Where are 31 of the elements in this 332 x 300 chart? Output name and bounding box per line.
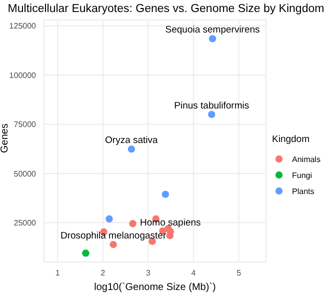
legend-title: Kingdom	[272, 134, 310, 145]
x-tick-label: 3	[146, 268, 151, 278]
annotation: Drosophila melanogaster	[60, 230, 166, 242]
legend-label: Fungi	[292, 170, 312, 180]
legend-label: Animals	[292, 154, 320, 164]
y-axis-title: Genes	[0, 124, 11, 153]
y-tick-label: 75000	[14, 120, 37, 130]
y-tick-label: 25000	[14, 218, 37, 228]
x-tick-label: 4	[191, 268, 196, 278]
x-axis-title: log10(`Genome Size (Mb)`)	[94, 282, 216, 293]
point	[129, 220, 136, 228]
annotation: Pinus tabuliformis	[174, 100, 250, 112]
x-tick-label: 2	[100, 268, 106, 278]
annotation: Oryza sativa	[105, 135, 159, 146]
legend-label: Plants	[292, 186, 314, 196]
point	[208, 35, 216, 42]
point	[82, 250, 90, 257]
point	[106, 215, 113, 223]
point	[128, 145, 136, 153]
chart-title: Multicellular Eukaryotes: Genes vs. Genome Size by Kingdom	[6, 3, 326, 15]
x-tick-label: 5	[236, 268, 242, 278]
point	[208, 110, 216, 118]
y-tick-label: 50000	[14, 169, 37, 178]
point	[110, 240, 117, 248]
y-tick-label: 125000	[9, 22, 37, 31]
annotation: Homo sapiens	[140, 218, 202, 229]
point	[166, 232, 174, 240]
annotation: Sequoia sempervirens	[165, 24, 260, 36]
point	[162, 190, 170, 198]
y-tick-label: 100000	[9, 70, 37, 80]
x-tick-label: 1	[55, 268, 60, 278]
